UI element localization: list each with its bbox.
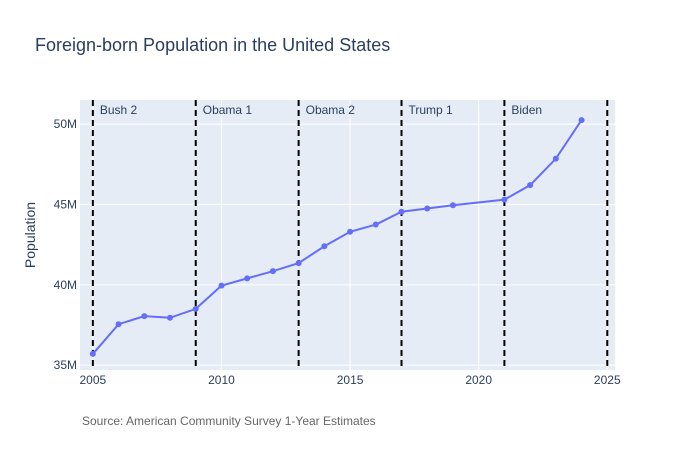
- data-point: [295, 260, 302, 267]
- data-point: [269, 268, 276, 275]
- data-point: [89, 350, 96, 357]
- data-point: [347, 228, 354, 235]
- x-tick-label: 2015: [337, 373, 364, 387]
- data-point: [424, 205, 431, 212]
- term-label: Bush 2: [100, 103, 138, 117]
- data-point: [527, 182, 534, 189]
- data-point: [115, 321, 122, 328]
- data-point: [398, 208, 405, 215]
- x-axis: 2005 2010 2015 2020 2025: [80, 373, 621, 387]
- y-axis: 35M 40M 45M 50M: [54, 117, 77, 372]
- term-label: Obama 1: [203, 103, 253, 117]
- y-tick-label: 35M: [54, 358, 77, 372]
- data-point: [552, 155, 559, 162]
- y-tick-label: 40M: [54, 278, 77, 292]
- term-label: Biden: [511, 103, 542, 117]
- data-point: [167, 314, 174, 321]
- y-axis-title: Population: [22, 202, 38, 268]
- data-point: [141, 313, 148, 320]
- y-tick-label: 45M: [54, 197, 77, 211]
- data-point: [501, 196, 508, 203]
- data-point: [449, 202, 456, 209]
- data-point: [244, 275, 251, 282]
- plot-area: [80, 100, 615, 370]
- x-tick-label: 2025: [594, 373, 621, 387]
- data-point: [192, 305, 199, 312]
- data-point: [321, 243, 328, 250]
- x-tick-label: 2010: [208, 373, 235, 387]
- term-label: Trump 1: [409, 103, 454, 117]
- term-label: Obama 2: [306, 103, 356, 117]
- data-point: [578, 117, 585, 124]
- x-tick-label: 2005: [80, 373, 107, 387]
- term-boundary-lines: Bush 2 Obama 1 Obama 2 Trump 1 Biden: [91, 100, 609, 370]
- x-tick-label: 2020: [465, 373, 492, 387]
- chart-title: Foreign-born Population in the United St…: [35, 35, 390, 55]
- data-point: [218, 282, 225, 289]
- source-note: Source: American Community Survey 1-Year…: [82, 414, 376, 428]
- data-point: [372, 221, 379, 228]
- series-group: [89, 117, 585, 357]
- y-tick-label: 50M: [54, 117, 77, 131]
